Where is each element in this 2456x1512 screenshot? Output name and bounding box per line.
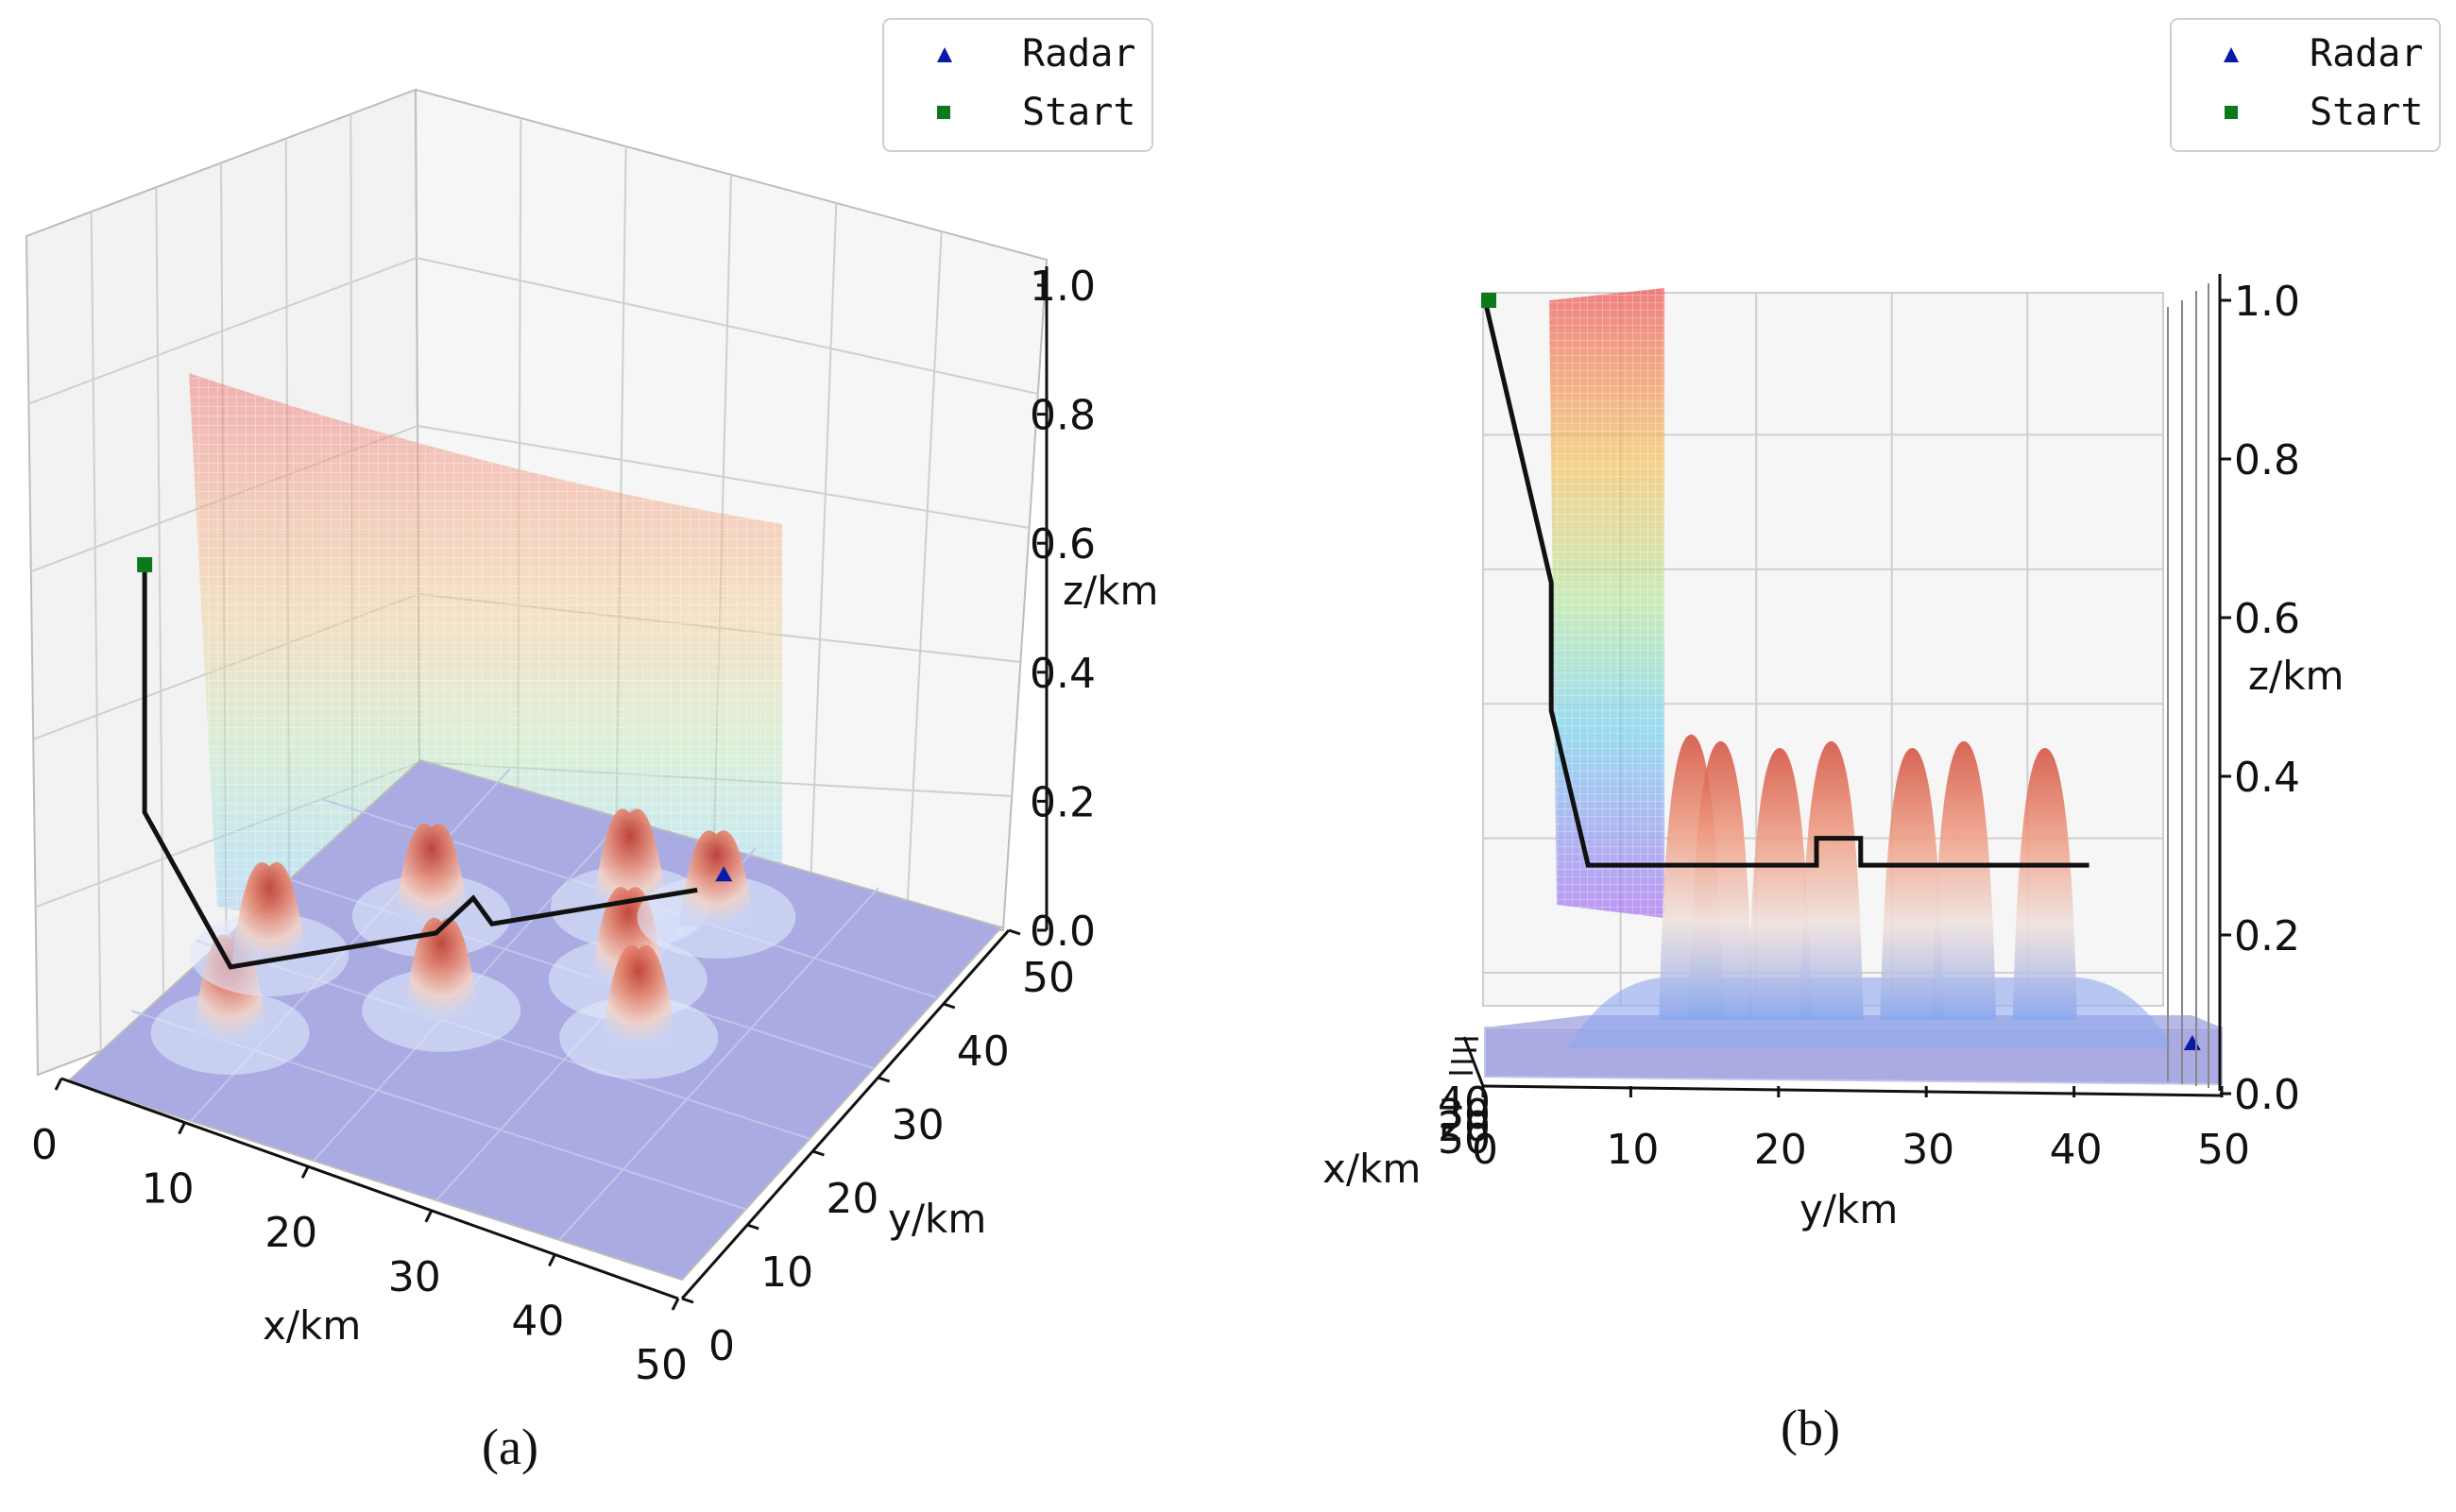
a-start-marker (137, 556, 153, 572)
a-y-axis (680, 929, 1011, 1300)
b-y-label: y/km (1799, 1186, 1898, 1232)
b-x-tick-label: 50 (1438, 1115, 1491, 1164)
b-z-ticks: 0.0 0.2 0.4 0.6 0.8 1.0 (2220, 278, 2300, 1119)
a-x-tick-label: 10 (142, 1165, 195, 1214)
b-x-tick-label: 40 (1438, 1079, 1491, 1127)
a-x-tick-label: 50 (635, 1341, 688, 1389)
a-y-tick-label: 0 (708, 1322, 735, 1370)
b-z-tick-label: 1.0 (2234, 278, 2300, 326)
a-terrain-peaks (150, 808, 796, 1079)
b-y-ticks: 0 10 20 30 40 50 (1472, 1086, 2250, 1174)
a-x-tick-label: 30 (388, 1253, 441, 1301)
b-y-tick-label: 0 (1472, 1126, 1498, 1174)
b-terrain-peaks (1568, 734, 2173, 1048)
b-start-marker (1481, 293, 1496, 308)
a-y-tick-label: 30 (892, 1101, 945, 1149)
b-peak (1688, 740, 1753, 1020)
a-x-ticks: 0 10 20 30 40 50 (31, 1078, 688, 1389)
b-peak (1799, 740, 1864, 1020)
b-legend-start-label: Start (2310, 91, 2423, 134)
a-peak (403, 917, 480, 1020)
b-flight-path (1482, 299, 2089, 868)
b-y-tick-label: 20 (1754, 1126, 1807, 1174)
b-y-tick-label: 50 (2197, 1126, 2250, 1174)
a-flight-path (142, 564, 698, 970)
b-legend: Radar Start (2170, 18, 2441, 152)
a-legend-radar-label: Radar (1022, 32, 1135, 76)
a-legend-start-label: Start (1022, 91, 1135, 134)
b-x-tick-label: 20 (1438, 1103, 1491, 1151)
a-y-label: y/km (888, 1196, 986, 1242)
a-x-tick-label: 20 (264, 1209, 317, 1257)
a-radar-marker (715, 866, 733, 882)
b-x-tick-label: 30 (1438, 1091, 1491, 1139)
b-caption: (b) (1781, 1400, 1840, 1456)
a-peak (231, 861, 308, 964)
a-z-tick-label: 1.0 (1030, 263, 1096, 311)
b-y-tick-label: 10 (1606, 1126, 1659, 1174)
b-x-axis-squashed (1449, 1036, 1485, 1087)
a-peak (601, 944, 677, 1047)
a-z-tick-label: 0.2 (1030, 778, 1096, 826)
a-y-tick-label: 20 (826, 1175, 878, 1223)
b-peak (1880, 748, 1945, 1020)
a-z-tick-label: 0.0 (1030, 908, 1096, 956)
a-z-label: z/km (1063, 568, 1158, 614)
b-legend-start-icon (2225, 106, 2238, 119)
a-x-tick-label: 0 (31, 1121, 58, 1169)
a-z-tick-label: 0.6 (1030, 520, 1096, 569)
a-y-tick-label: 10 (760, 1249, 813, 1297)
b-z-tick-label: 0.0 (2234, 1071, 2300, 1119)
b-z-tick-label: 0.2 (2234, 912, 2300, 960)
a-x-axis (60, 1077, 679, 1300)
b-z-tick-label: 0.4 (2234, 754, 2300, 802)
a-caption: (a) (482, 1419, 538, 1475)
a-peak (591, 808, 668, 917)
b-z-axis-edge-lines (2167, 283, 2209, 1088)
b-peak (1932, 740, 1996, 1020)
a-x-tick-label: 40 (511, 1297, 564, 1345)
a-x-label: x/km (263, 1302, 361, 1349)
b-y-tick-label: 30 (1902, 1126, 1954, 1174)
b-peak (1748, 748, 1812, 1020)
a-z-tick-label: 0.8 (1030, 392, 1096, 440)
a-legend-radar-icon (937, 47, 952, 62)
a-legend-start-icon (937, 106, 950, 119)
b-x-label: x/km (1322, 1146, 1421, 1192)
b-z-tick-label: 0.8 (2234, 436, 2300, 484)
a-legend: Radar Start (882, 18, 1153, 152)
b-y-tick-label: 40 (2050, 1126, 2103, 1174)
a-y-tick-label: 50 (1022, 954, 1075, 1002)
b-peak (2012, 748, 2077, 1020)
b-z-label: z/km (2248, 653, 2344, 699)
b-y-axis (1482, 1084, 2223, 1097)
a-y-tick-label: 40 (957, 1028, 1010, 1076)
b-z-tick-label: 0.6 (2234, 595, 2300, 643)
b-legend-radar-label: Radar (2310, 32, 2423, 76)
a-z-ticks: 0.0 0.2 0.4 0.6 0.8 1.0 (1030, 263, 1096, 956)
b-legend-radar-icon (2224, 47, 2239, 62)
a-peak (393, 823, 469, 926)
b-terrain-base (1568, 977, 2173, 1048)
a-peak (678, 830, 755, 926)
panel-b: 0.00.20.40.60.81.0 z/km 0 10 20 30 40 50 y/km… (1322, 18, 2441, 1456)
a-z-tick-label: 0.4 (1030, 650, 1096, 698)
